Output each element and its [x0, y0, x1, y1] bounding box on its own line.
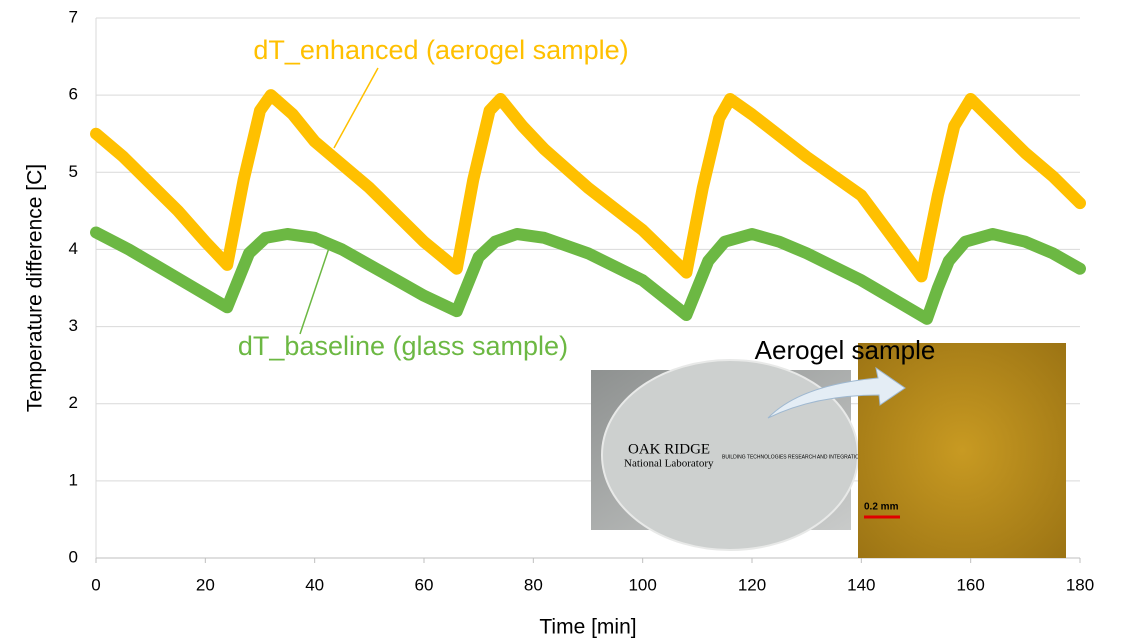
scale-text: 0.2 mm — [864, 502, 899, 513]
y-tick-label: 3 — [69, 316, 78, 335]
y-tick-label: 5 — [69, 162, 78, 181]
series-line — [90, 226, 1086, 325]
y-tick-label: 7 — [69, 7, 78, 26]
x-tick-label: 120 — [738, 575, 766, 594]
inset: OAK RIDGE National Laboratory BUILDING T… — [591, 335, 1066, 558]
y-tick-label: 1 — [69, 470, 78, 489]
series-line — [90, 89, 1086, 283]
leader-line — [299, 244, 331, 335]
y-axis-title: Temperature difference [C] — [24, 164, 47, 412]
leader-line — [333, 67, 379, 149]
arrow — [767, 366, 906, 419]
series-label: dT_baseline (glass sample) — [238, 331, 568, 361]
x-tick-label: 100 — [628, 575, 656, 594]
x-tick-label: 60 — [415, 575, 434, 594]
logo-subtext: National Laboratory — [624, 458, 714, 470]
logo-text: OAK RIDGE — [628, 441, 710, 457]
x-tick-label: 40 — [305, 575, 324, 594]
center-text: BUILDING TECHNOLOGIES RESEARCH AND INTEG… — [722, 454, 885, 460]
x-tick-label: 0 — [91, 575, 100, 594]
y-tick-label: 6 — [69, 85, 78, 104]
x-tick-label: 160 — [956, 575, 984, 594]
x-tick-label: 80 — [524, 575, 543, 594]
series-label: dT_enhanced (aerogel sample) — [253, 35, 628, 65]
x-tick-label: 140 — [847, 575, 875, 594]
y-tick-label: 4 — [69, 239, 78, 258]
x-tick-label: 20 — [196, 575, 215, 594]
x-axis-title: Time [min] — [539, 616, 636, 639]
aerogel-photo — [858, 343, 1066, 558]
y-tick-label: 2 — [69, 393, 78, 412]
inset-title: Aerogel sample — [755, 335, 936, 365]
y-tick-label: 0 — [69, 547, 78, 566]
x-tick-label: 180 — [1066, 575, 1094, 594]
